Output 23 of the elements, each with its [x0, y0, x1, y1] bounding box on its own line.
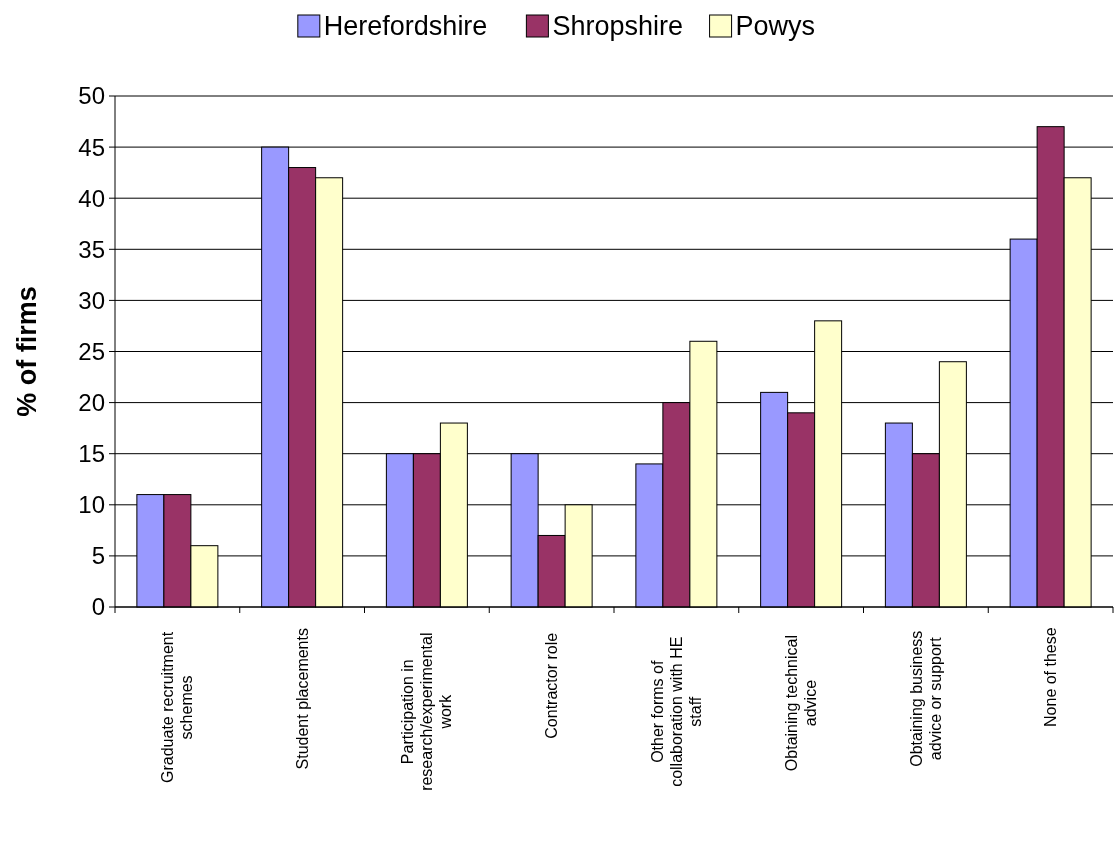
x-tick-label: Contractor role: [543, 632, 561, 739]
x-tick-label: Student placements: [293, 628, 311, 770]
y-tick-label: 50: [78, 82, 105, 110]
y-axis-title: % of firms: [12, 286, 42, 417]
y-tick-label: 45: [78, 133, 105, 161]
x-tick-label: None of these: [1042, 627, 1060, 727]
legend-label: Herefordshire: [323, 11, 488, 42]
legend-label: Powys: [735, 11, 816, 42]
y-tick-label: 25: [78, 337, 105, 365]
x-tick-label: Other forms of collaboration with HE staff: [648, 636, 704, 787]
y-tick-label: 40: [78, 184, 105, 212]
y-tick-label: 35: [78, 235, 105, 263]
y-tick-label: 0: [91, 593, 105, 621]
y-tick-label: 20: [78, 389, 105, 416]
y-tick-label: 15: [78, 440, 105, 468]
y-tick-label: 10: [78, 491, 105, 519]
x-tick-label: Obtaining business advice or support: [907, 630, 944, 767]
x-tick-label: Obtaining technical advice: [783, 635, 820, 772]
x-tick-label: Participation in research/experimental work: [399, 632, 455, 791]
legend-label: Shropshire: [552, 11, 683, 42]
y-tick-label: 5: [91, 542, 105, 570]
y-tick-label: 30: [78, 286, 105, 314]
x-tick-label: Graduate recruitment schemes: [159, 631, 196, 783]
